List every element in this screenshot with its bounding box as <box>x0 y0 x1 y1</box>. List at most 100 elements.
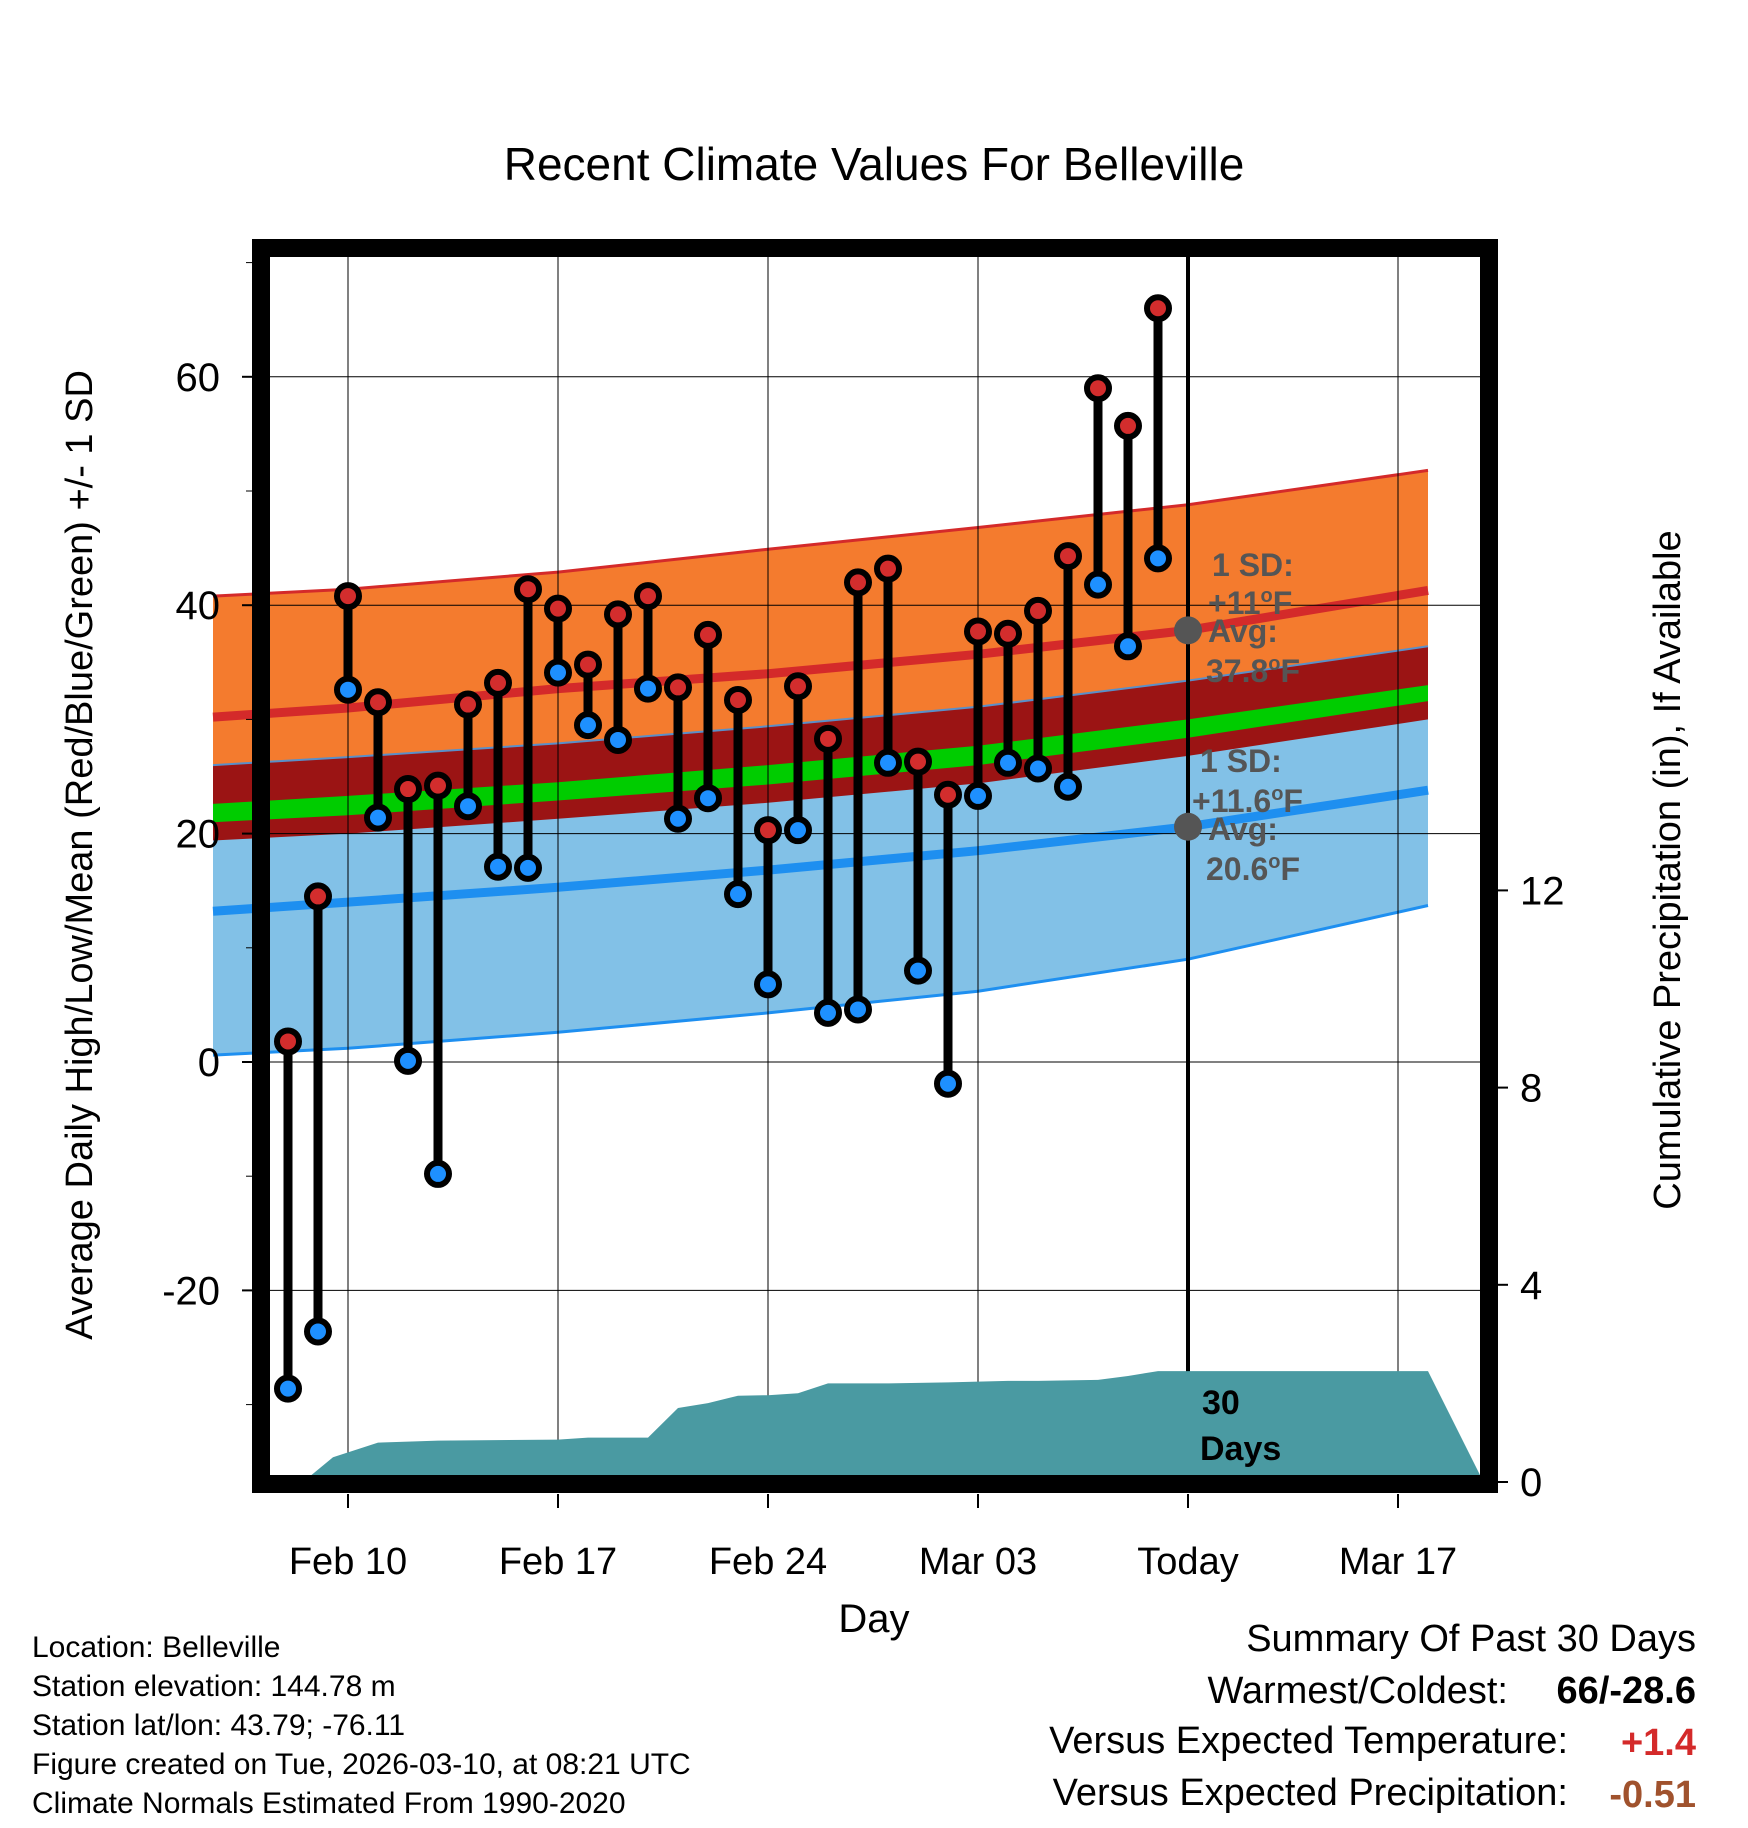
obs-high-0 <box>274 1027 302 1056</box>
high-avg-label: Avg: <box>1208 613 1278 649</box>
obs-low-10 <box>574 711 602 740</box>
avg-low-today-dot <box>1174 812 1202 841</box>
obs-low-2 <box>334 675 362 704</box>
obs-high-6 <box>454 690 482 719</box>
summary-temp-value: +1.4 <box>1620 1722 1696 1764</box>
obs-low-5 <box>424 1159 452 1188</box>
obs-high-21 <box>904 747 932 776</box>
chart-title: Recent Climate Values For Belleville <box>504 138 1245 190</box>
footer-normals: Climate Normals Estimated From 1990-2020 <box>32 1787 626 1820</box>
y2-tick-label: 12 <box>1520 869 1565 913</box>
obs-low-21 <box>904 956 932 985</box>
obs-low-3 <box>364 803 392 832</box>
summary-precip-label: Versus Expected Precipitation: <box>1052 1772 1568 1814</box>
window-days-number: 30 <box>1202 1384 1240 1422</box>
obs-high-15 <box>724 685 752 714</box>
obs-high-18 <box>814 724 842 753</box>
y-tick-label: -20 <box>162 1269 220 1313</box>
obs-low-26 <box>1054 772 1082 801</box>
y-tick-label: 60 <box>176 356 221 400</box>
y-tick-label: 0 <box>198 1041 220 1085</box>
obs-high-14 <box>694 620 722 649</box>
obs-high-26 <box>1054 542 1082 571</box>
obs-low-14 <box>694 784 722 813</box>
y-tick-label: 40 <box>176 584 221 628</box>
summary-warmest-value: 66/-28.6 <box>1556 1670 1696 1712</box>
obs-low-25 <box>1024 754 1052 783</box>
obs-low-18 <box>814 998 842 1027</box>
obs-low-12 <box>634 674 662 703</box>
summary-title: Summary Of Past 30 Days <box>1246 1618 1696 1660</box>
low-avg-label: Avg: <box>1208 811 1278 847</box>
x-tick-label: Feb 10 <box>289 1541 407 1583</box>
plot-frame <box>252 239 1498 1493</box>
obs-high-23 <box>964 617 992 646</box>
low-sd-band <box>213 701 1428 1056</box>
footer-location: Location: Belleville <box>32 1631 281 1664</box>
obs-low-8 <box>514 853 542 882</box>
grid-lines <box>270 257 1480 1475</box>
obs-low-11 <box>604 725 632 754</box>
obs-high-1 <box>304 882 332 911</box>
summary-temp-label: Versus Expected Temperature: <box>1049 1720 1568 1762</box>
x-axis-label: Day <box>838 1597 909 1641</box>
obs-high-10 <box>574 650 602 679</box>
obs-high-17 <box>784 672 812 701</box>
summary-warmest-label: Warmest/Coldest: <box>1207 1670 1508 1712</box>
observations <box>274 294 1172 1403</box>
y2-tick-label: 4 <box>1520 1264 1542 1308</box>
obs-low-15 <box>724 880 752 909</box>
obs-high-3 <box>364 688 392 717</box>
obs-low-17 <box>784 816 812 845</box>
obs-low-28 <box>1114 632 1142 661</box>
obs-high-29 <box>1144 294 1172 323</box>
y2-axis-label: Cumulative Precipitation (in), If Availa… <box>1647 530 1689 1209</box>
obs-high-12 <box>634 582 662 611</box>
x-tick-label: Mar 17 <box>1339 1541 1457 1583</box>
obs-high-20 <box>874 554 902 583</box>
precip-area <box>270 1371 1480 1482</box>
obs-high-28 <box>1114 411 1142 440</box>
obs-low-4 <box>394 1046 422 1075</box>
obs-high-11 <box>604 600 632 629</box>
low-avg-value: 20.6oF <box>1206 851 1300 887</box>
high-sd-label: 1 SD: <box>1212 547 1294 583</box>
x-tick-label: Mar 03 <box>919 1541 1037 1583</box>
footer-elevation: Station elevation: 144.78 m <box>32 1670 396 1703</box>
footer-latlon: Station lat/lon: 43.79; -76.11 <box>32 1709 406 1742</box>
low-sd-label: 1 SD: <box>1200 743 1282 779</box>
obs-low-13 <box>664 804 692 833</box>
y-tick-label: 20 <box>176 813 221 857</box>
obs-low-7 <box>484 852 512 881</box>
obs-high-16 <box>754 816 782 845</box>
obs-high-13 <box>664 673 692 702</box>
window-days-word: Days <box>1200 1430 1281 1468</box>
high-avg-value: 37.8oF <box>1206 653 1300 689</box>
obs-low-1 <box>304 1317 332 1346</box>
obs-low-19 <box>844 995 872 1024</box>
obs-high-2 <box>334 582 362 611</box>
obs-high-4 <box>394 775 422 804</box>
obs-high-5 <box>424 771 452 800</box>
mean-sd-band <box>213 685 1428 823</box>
obs-high-27 <box>1084 374 1112 403</box>
obs-low-16 <box>754 970 782 999</box>
low-sd-value: +11.6oF <box>1192 783 1303 819</box>
y2-tick-label: 0 <box>1520 1461 1542 1505</box>
x-tick-label: Feb 17 <box>499 1541 617 1583</box>
y2-tick-label: 8 <box>1520 1067 1542 1111</box>
obs-low-6 <box>454 792 482 821</box>
y-axis-label: Average Daily High/Low/Mean (Red/Blue/Gr… <box>59 370 101 1340</box>
obs-low-20 <box>874 748 902 777</box>
obs-high-24 <box>994 619 1022 648</box>
summary-precip-value: -0.51 <box>1609 1774 1696 1816</box>
obs-high-9 <box>544 594 572 623</box>
obs-low-0 <box>274 1374 302 1403</box>
x-tick-label: Feb 24 <box>709 1541 827 1583</box>
obs-high-7 <box>484 668 512 697</box>
obs-high-22 <box>934 780 962 809</box>
axes: Feb 10 Feb 17 Feb 24 Mar 03 Today Mar 17 -20 0 2… <box>162 262 1565 1583</box>
obs-low-24 <box>994 748 1022 777</box>
